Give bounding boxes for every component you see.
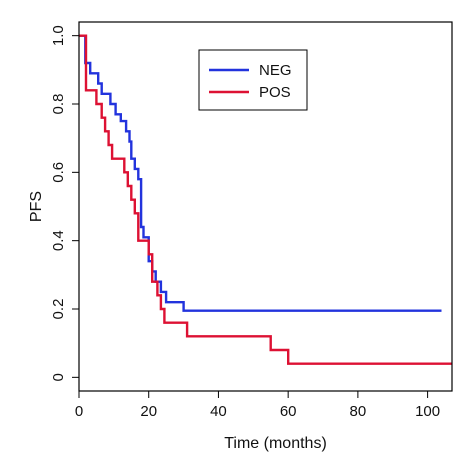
y-tick-label: 0.4 <box>50 230 67 251</box>
x-axis-label: Time (months) <box>224 435 327 452</box>
x-tick-label: 0 <box>75 403 83 420</box>
y-tick-label: 0 <box>50 373 67 381</box>
x-tick-label: 100 <box>415 403 440 420</box>
plot-frame <box>78 21 453 392</box>
x-tick-label: 40 <box>210 403 227 420</box>
y-tick-label: 0.8 <box>50 94 67 115</box>
series-line-pos <box>79 34 452 365</box>
x-tick-label: 80 <box>350 403 367 420</box>
legend-box <box>198 49 308 111</box>
legend-label-neg: NEG <box>259 62 292 79</box>
series-layer <box>79 34 452 365</box>
legend: NEG POS <box>198 49 308 111</box>
legend-label-pos: POS <box>259 84 291 101</box>
y-axis-label: PFS <box>28 191 45 222</box>
axes-layer: 0 20 40 60 80 100 0 0.2 0.4 0.6 0.8 1.0 <box>50 21 453 420</box>
x-tick-label: 20 <box>140 403 157 420</box>
x-tick-label: 60 <box>280 403 297 420</box>
y-tick-label: 0.2 <box>50 299 67 320</box>
y-tick-label: 0.6 <box>50 162 67 183</box>
y-tick-label: 1.0 <box>50 25 67 46</box>
